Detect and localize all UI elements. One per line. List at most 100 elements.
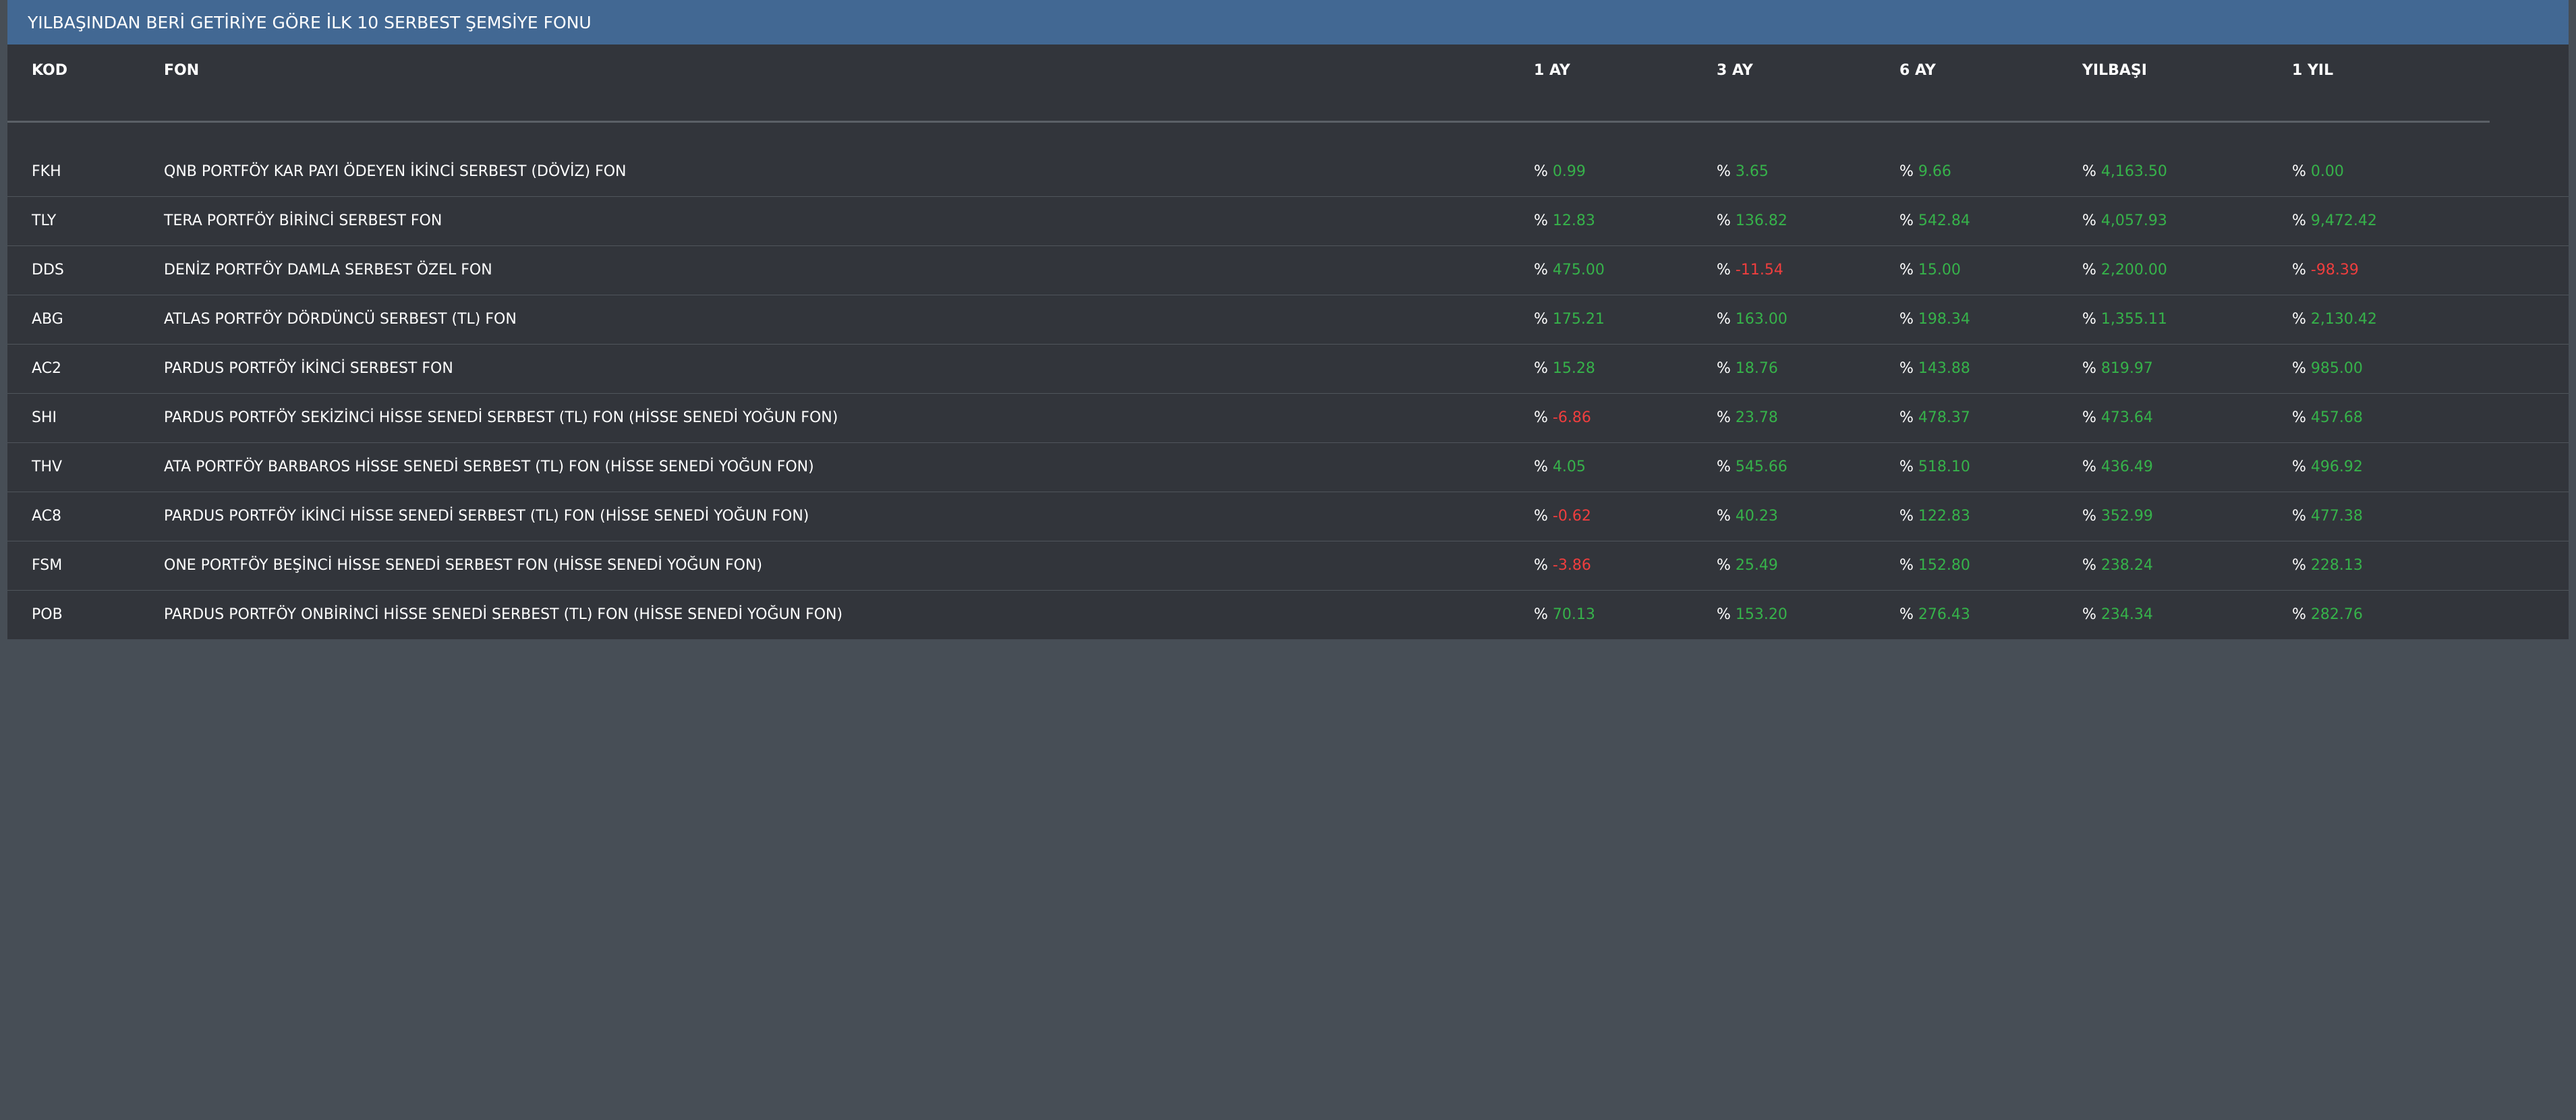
row-spacer [7,541,32,590]
return-value: 0.00 [2310,163,2344,180]
return-value: 1,355.11 [2100,311,2167,328]
table-row[interactable]: AC8 PARDUS PORTFÖY İKİNCİ HİSSE SENEDİ SE… [7,492,2569,541]
cell-kod[interactable]: FKH [32,163,61,180]
cell-yilbasi: % 234.34 [2082,590,2292,639]
cell-kod[interactable]: TLY [32,212,57,229]
cell-fon[interactable]: ATLAS PORTFÖY DÖRDÜNCÜ SERBEST (TL) FON [164,311,517,328]
cell-6-ay: % 152.80 [1899,541,2082,590]
percent-sign: % [1717,163,1731,180]
return-value: 2,130.42 [2310,311,2377,328]
cell-1-ay: % 12.83 [1534,196,1717,245]
header-fon[interactable]: FON [164,61,200,79]
cell-kod[interactable]: AC2 [32,360,62,377]
return-value: 819.97 [2100,360,2153,377]
table-row[interactable]: TLY TERA PORTFÖY BİRİNCİ SERBEST FON% 12.… [7,196,2569,245]
cell-6-ay: % 518.10 [1899,442,2082,492]
cell-kod[interactable]: ABG [32,311,63,328]
percent-sign: % [1899,163,1914,180]
percent-sign: % [2292,360,2306,377]
row-spacer [7,147,32,196]
cell-yilbasi: % 473.64 [2082,393,2292,442]
table-row[interactable]: FSM ONE PORTFÖY BEŞİNCİ HİSSE SENEDİ SERB… [7,541,2569,590]
percent-sign: % [2292,212,2306,229]
percent-sign: % [1899,262,1914,278]
return-value: 18.76 [1735,360,1778,377]
cell-1-yil: % -98.39 [2292,245,2569,295]
table-row[interactable]: THV ATA PORTFÖY BARBAROS HİSSE SENEDİ SER… [7,442,2569,492]
header-kod[interactable]: KOD [32,61,68,79]
cell-6-ay: % 478.37 [1899,393,2082,442]
cell-1-ay: % 175.21 [1534,295,1717,344]
percent-sign: % [1899,212,1914,229]
cell-6-ay: % 276.43 [1899,590,2082,639]
percent-sign: % [2292,163,2306,180]
cell-6-ay: % 9.66 [1899,147,2082,196]
header-6-ay[interactable]: 6 AY [1899,61,1936,79]
percent-sign: % [2292,459,2306,475]
cell-fon[interactable]: PARDUS PORTFÖY SEKİZİNCİ HİSSE SENEDİ SE… [164,409,838,426]
cell-kod[interactable]: AC8 [32,508,62,525]
cell-kod[interactable]: SHI [32,409,57,426]
cell-fon[interactable]: QNB PORTFÖY KAR PAYI ÖDEYEN İKİNCİ SERBE… [164,163,627,180]
percent-sign: % [2082,606,2096,624]
cell-3-ay: % -11.54 [1717,245,1899,295]
cell-kod[interactable]: POB [32,606,63,624]
cell-1-yil: % 457.68 [2292,393,2569,442]
return-value: 477.38 [2310,508,2363,525]
cell-6-ay: % 143.88 [1899,344,2082,393]
cell-fon[interactable]: PARDUS PORTFÖY İKİNCİ HİSSE SENEDİ SERBE… [164,508,809,525]
cell-kod[interactable]: FSM [32,557,63,574]
table-header-row: KOD FON 1 AY 3 AY 6 AY YILBAŞI 1 YIL [7,45,2569,96]
return-value: 198.34 [1918,311,1970,328]
percent-sign: % [1717,557,1731,574]
panel-header: YILBAŞINDAN BERİ GETİRİYE GÖRE İLK 10 SE… [7,0,2569,45]
row-spacer [7,295,32,344]
percent-sign: % [1899,557,1914,574]
cell-fon[interactable]: DENİZ PORTFÖY DAMLA SERBEST ÖZEL FON [164,262,492,278]
return-value: 985.00 [2310,360,2363,377]
header-1-yil[interactable]: 1 YIL [2292,61,2334,79]
table-row[interactable]: DDS DENİZ PORTFÖY DAMLA SERBEST ÖZEL FON%… [7,245,2569,295]
return-value: -3.86 [1552,557,1591,574]
return-value: 12.83 [1552,212,1595,229]
cell-fon[interactable]: ATA PORTFÖY BARBAROS HİSSE SENEDİ SERBES… [164,459,814,475]
cell-yilbasi: % 436.49 [2082,442,2292,492]
fund-panel: YILBAŞINDAN BERİ GETİRİYE GÖRE İLK 10 SE… [7,0,2569,639]
cell-fon[interactable]: PARDUS PORTFÖY İKİNCİ SERBEST FON [164,360,453,377]
return-value: 4,057.93 [2100,212,2167,229]
percent-sign: % [2292,409,2306,426]
return-value: 152.80 [1918,557,1970,574]
cell-kod[interactable]: DDS [32,262,64,278]
table-row[interactable]: POB PARDUS PORTFÖY ONBİRİNCİ HİSSE SENEDİ… [7,590,2569,639]
cell-1-ay: % 4.05 [1534,442,1717,492]
cell-1-yil: % 9,472.42 [2292,196,2569,245]
cell-fon[interactable]: PARDUS PORTFÖY ONBİRİNCİ HİSSE SENEDİ SE… [164,606,843,624]
cell-fon[interactable]: TERA PORTFÖY BİRİNCİ SERBEST FON [164,212,442,229]
header-3-ay[interactable]: 3 AY [1717,61,1753,79]
table-row[interactable]: SHI PARDUS PORTFÖY SEKİZİNCİ HİSSE SENEDİ… [7,393,2569,442]
return-value: 2,200.00 [2100,262,2167,278]
cell-fon[interactable]: ONE PORTFÖY BEŞİNCİ HİSSE SENEDİ SERBEST… [164,557,763,574]
cell-1-ay: % 475.00 [1534,245,1717,295]
table-row[interactable]: ABG ATLAS PORTFÖY DÖRDÜNCÜ SERBEST (TL) F… [7,295,2569,344]
cell-6-ay: % 15.00 [1899,245,2082,295]
table-row[interactable]: FKH QNB PORTFÖY KAR PAYI ÖDEYEN İKİNCİ SE… [7,147,2569,196]
table-body: FKH QNB PORTFÖY KAR PAYI ÖDEYEN İKİNCİ SE… [7,147,2569,639]
header-yilbasi[interactable]: YILBAŞI [2082,61,2147,79]
row-spacer [7,590,32,639]
header-1-ay[interactable]: 1 AY [1534,61,1570,79]
header-spacer [7,45,32,96]
percent-sign: % [2082,262,2096,278]
return-value: 15.00 [1918,262,1961,278]
cell-1-ay: % -0.62 [1534,492,1717,541]
cell-1-ay: % 70.13 [1534,590,1717,639]
percent-sign: % [1534,212,1548,229]
return-value: 496.92 [2310,459,2363,475]
table-row[interactable]: AC2 PARDUS PORTFÖY İKİNCİ SERBEST FON% 15… [7,344,2569,393]
cell-yilbasi: % 4,163.50 [2082,147,2292,196]
percent-sign: % [1534,557,1548,574]
percent-sign: % [2292,557,2306,574]
return-value: 3.65 [1735,163,1769,180]
cell-kod[interactable]: THV [32,459,63,475]
return-value: 25.49 [1735,557,1778,574]
